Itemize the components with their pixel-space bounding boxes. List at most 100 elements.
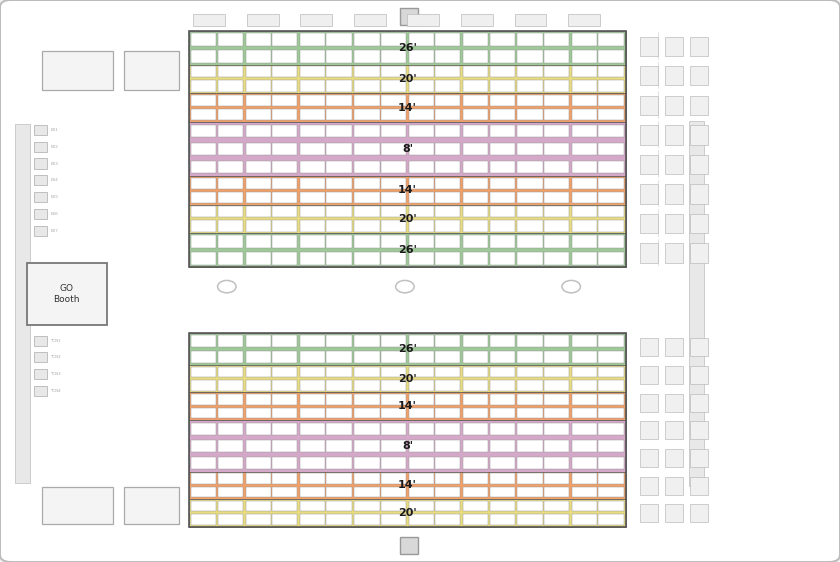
Bar — [490, 514, 515, 525]
Bar — [34, 192, 47, 202]
Bar — [572, 178, 597, 189]
Bar — [409, 407, 434, 418]
Bar — [598, 457, 623, 469]
Bar — [272, 334, 297, 347]
Bar — [544, 457, 570, 469]
Bar — [463, 366, 488, 377]
Bar — [598, 80, 623, 92]
Bar — [517, 66, 543, 78]
Bar — [517, 407, 543, 418]
Bar — [544, 66, 570, 78]
Bar — [572, 423, 597, 434]
Bar — [327, 125, 352, 137]
Bar — [598, 334, 623, 347]
Bar — [400, 8, 418, 25]
Bar — [463, 125, 488, 137]
Bar — [245, 192, 270, 203]
Text: 20': 20' — [398, 508, 417, 518]
Bar — [192, 109, 217, 120]
Bar — [463, 192, 488, 203]
Bar — [435, 49, 460, 62]
Bar — [409, 252, 434, 265]
Bar — [517, 514, 543, 525]
Bar — [435, 407, 460, 418]
Bar — [517, 501, 543, 511]
Bar — [517, 440, 543, 452]
Bar — [409, 514, 434, 525]
Bar — [690, 37, 708, 56]
Bar — [409, 473, 434, 484]
Bar — [490, 125, 515, 137]
Bar — [409, 95, 434, 106]
Bar — [218, 33, 243, 46]
Bar — [517, 366, 543, 377]
Bar — [218, 423, 243, 434]
Bar — [381, 220, 406, 232]
Bar — [192, 143, 217, 155]
Bar — [189, 420, 626, 472]
Bar — [272, 252, 297, 265]
Bar — [327, 235, 352, 248]
Bar — [572, 407, 597, 418]
Bar — [300, 351, 325, 363]
Bar — [690, 66, 708, 85]
Bar — [300, 49, 325, 62]
Bar — [490, 80, 515, 92]
Bar — [517, 192, 543, 203]
Bar — [327, 366, 352, 377]
Bar — [381, 394, 406, 405]
Bar — [690, 214, 708, 233]
Bar — [409, 394, 434, 405]
Bar — [544, 366, 570, 377]
Bar — [435, 235, 460, 248]
Bar — [245, 49, 270, 62]
Bar — [218, 125, 243, 137]
Bar — [272, 33, 297, 46]
Bar — [34, 142, 47, 152]
Bar — [490, 192, 515, 203]
Bar — [300, 161, 325, 173]
Bar — [568, 14, 600, 26]
Text: 14': 14' — [398, 481, 417, 491]
Bar — [354, 366, 380, 377]
Bar — [409, 125, 434, 137]
Bar — [435, 440, 460, 452]
Bar — [544, 220, 570, 232]
Bar — [435, 95, 460, 106]
Bar — [245, 33, 270, 46]
Bar — [245, 440, 270, 452]
Bar — [544, 161, 570, 173]
Bar — [665, 243, 683, 262]
Bar — [665, 214, 683, 233]
Bar — [572, 473, 597, 484]
Bar — [272, 125, 297, 137]
Bar — [245, 514, 270, 525]
Bar — [409, 235, 434, 248]
Bar — [354, 125, 380, 137]
Bar — [218, 487, 243, 497]
Text: E01: E01 — [50, 128, 58, 132]
Bar — [300, 473, 325, 484]
Bar — [665, 66, 683, 85]
Bar — [598, 178, 623, 189]
Bar — [381, 33, 406, 46]
Bar — [300, 66, 325, 78]
Bar — [354, 178, 380, 189]
Bar — [409, 161, 434, 173]
Bar — [245, 394, 270, 405]
Bar — [517, 252, 543, 265]
Bar — [245, 125, 270, 137]
Bar — [435, 501, 460, 511]
Bar — [300, 80, 325, 92]
Bar — [272, 66, 297, 78]
Bar — [272, 366, 297, 377]
Bar — [381, 206, 406, 217]
Bar — [463, 220, 488, 232]
Bar — [544, 473, 570, 484]
Bar — [544, 125, 570, 137]
Bar — [354, 80, 380, 92]
Bar — [192, 161, 217, 173]
Text: E07: E07 — [50, 229, 58, 233]
Bar — [517, 161, 543, 173]
Bar — [409, 206, 434, 217]
